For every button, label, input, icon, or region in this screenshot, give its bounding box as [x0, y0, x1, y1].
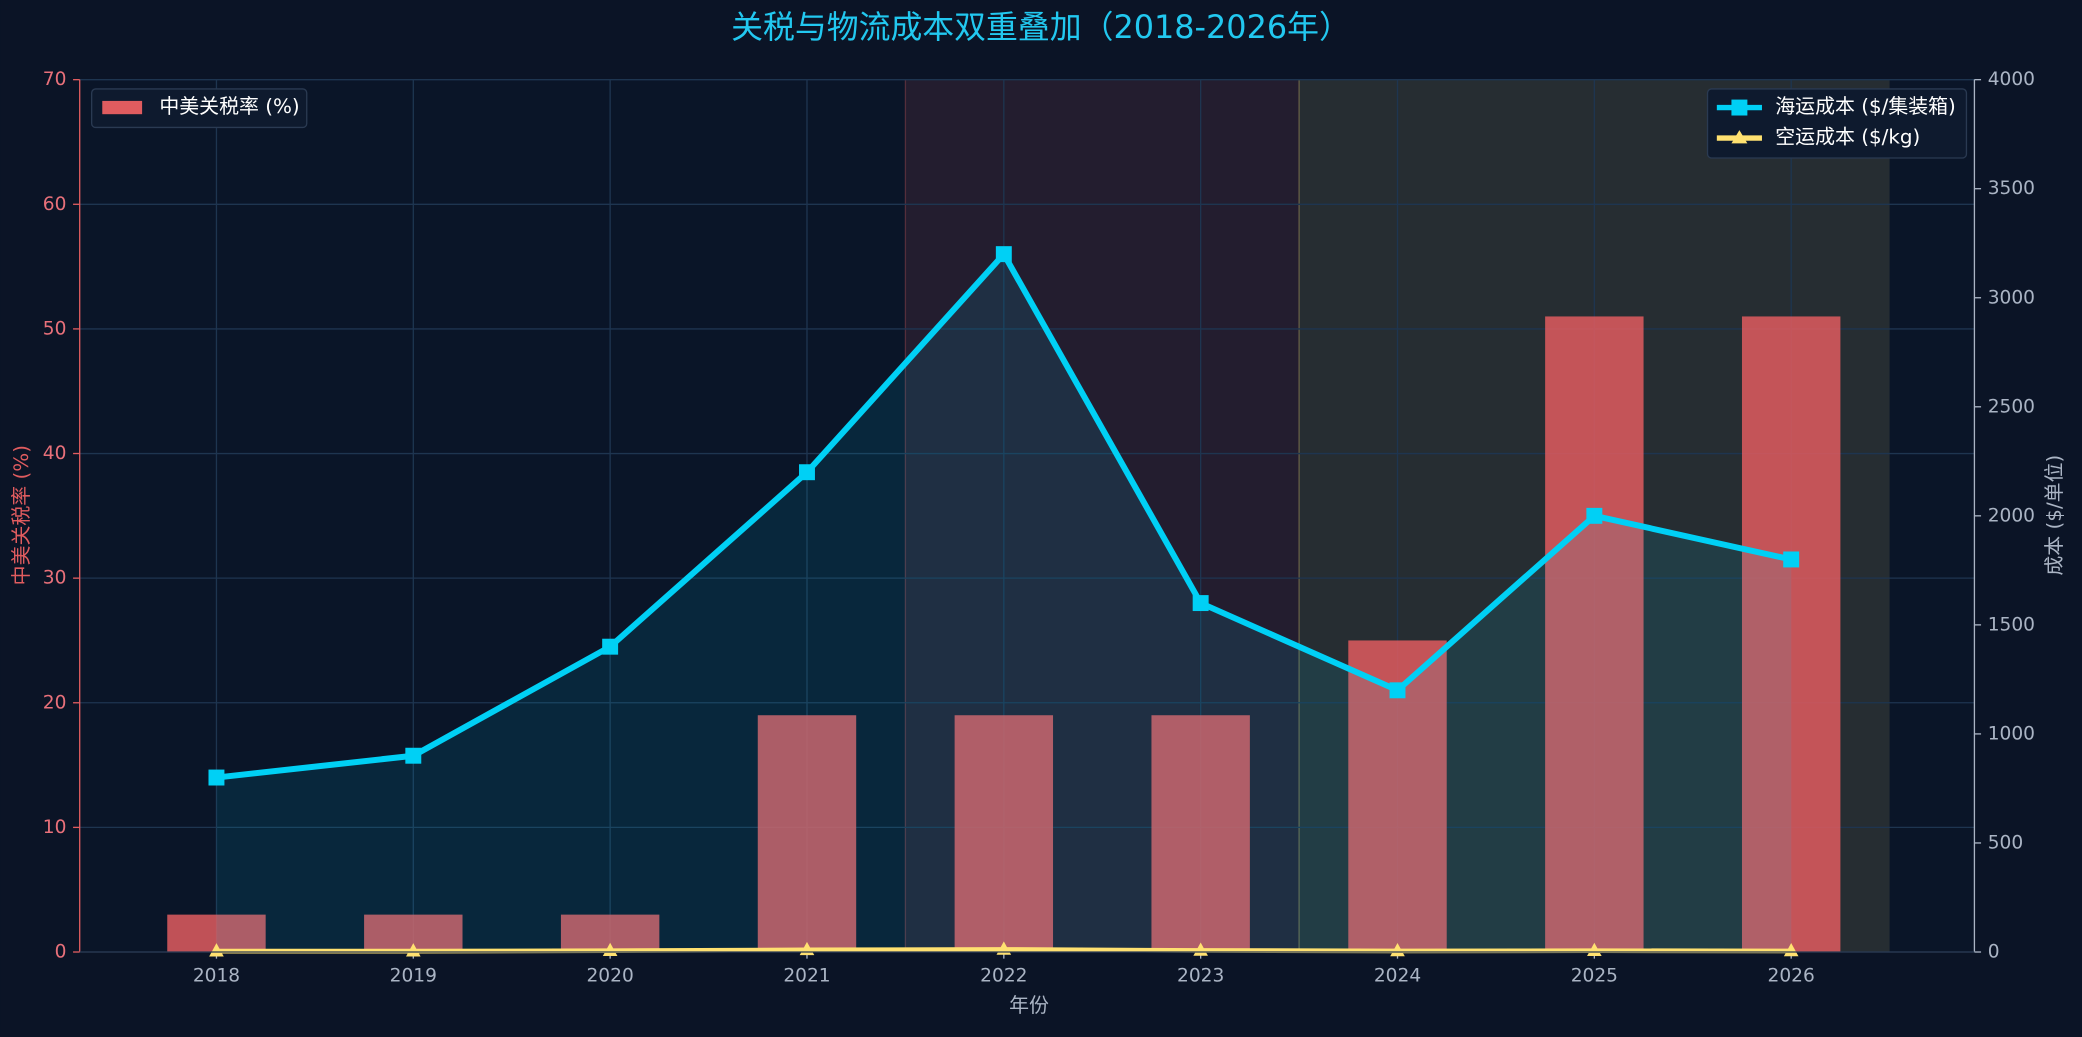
marker — [405, 747, 422, 764]
bar — [1741, 316, 1841, 953]
y-tick-label: 70 — [43, 69, 67, 90]
y-tick-label: 10 — [43, 817, 67, 838]
marker — [1586, 507, 1603, 524]
y-tick-label: 60 — [43, 194, 67, 215]
y2-tick-label: 0 — [1988, 942, 2000, 963]
bar — [1151, 715, 1250, 953]
y2-tick-label: 500 — [1988, 832, 2023, 853]
y-tick-label: 50 — [43, 318, 67, 339]
marker — [1587, 942, 1602, 957]
marker — [1783, 551, 1800, 568]
legend-box — [90, 88, 308, 129]
x-tick-label: 2026 — [1768, 965, 1815, 986]
y2-tick-label: 3000 — [1988, 287, 2035, 308]
marker — [1192, 595, 1209, 612]
x-tick-label: 2019 — [390, 965, 437, 986]
bar — [1545, 316, 1644, 953]
bar — [757, 715, 857, 953]
marker — [602, 942, 618, 957]
y-tick-label: 40 — [43, 443, 67, 464]
legend-swatch — [102, 100, 143, 115]
marker — [1390, 942, 1405, 957]
marker — [209, 943, 224, 957]
marker — [799, 464, 815, 481]
marker — [1783, 942, 1799, 957]
chart-title: 关税与物流成本双重叠加（2018-2026年） — [731, 8, 1351, 46]
y2-tick-label: 1000 — [1988, 723, 2035, 744]
legend-marker — [1731, 130, 1748, 144]
marker — [208, 769, 225, 786]
y2-tick-label: 3500 — [1988, 178, 2035, 199]
x-tick-label: 2023 — [1177, 965, 1224, 986]
y-tick-label: 20 — [43, 692, 67, 713]
area-fill — [216, 254, 1792, 953]
x-tick-label: 2025 — [1571, 965, 1618, 986]
y-tick-label: 30 — [43, 568, 67, 589]
marker — [1389, 682, 1406, 699]
y2-tick-label: 2500 — [1988, 396, 2035, 417]
bar — [954, 715, 1054, 953]
legend-label: 海运成本 ($/集装箱) — [1775, 95, 1956, 118]
legend-label: 中美关税率 (%) — [159, 95, 299, 118]
marker — [995, 246, 1012, 263]
x-tick-label: 2024 — [1374, 965, 1421, 986]
marker — [405, 943, 421, 957]
y2-tick-label: 1500 — [1988, 614, 2035, 635]
y2-tick-label: 2000 — [1988, 505, 2035, 526]
y-tick-label: 0 — [55, 942, 67, 963]
x-tick-label: 2018 — [193, 965, 240, 986]
x-tick-label: 2022 — [980, 965, 1027, 986]
y2-axis-label: 成本 ($/单位) — [2043, 455, 2066, 576]
legend-box — [1706, 88, 1968, 159]
x-tick-label: 2021 — [783, 965, 830, 986]
y2-tick-label: 4000 — [1988, 69, 2035, 90]
legend-label: 空运成本 ($/kg) — [1775, 126, 1920, 149]
legend-marker — [1731, 99, 1748, 116]
y-axis-label: 中美关税率 (%) — [10, 445, 33, 585]
marker — [602, 638, 619, 655]
x-tick-label: 2020 — [587, 965, 634, 986]
x-axis-label: 年份 — [1009, 994, 1049, 1017]
